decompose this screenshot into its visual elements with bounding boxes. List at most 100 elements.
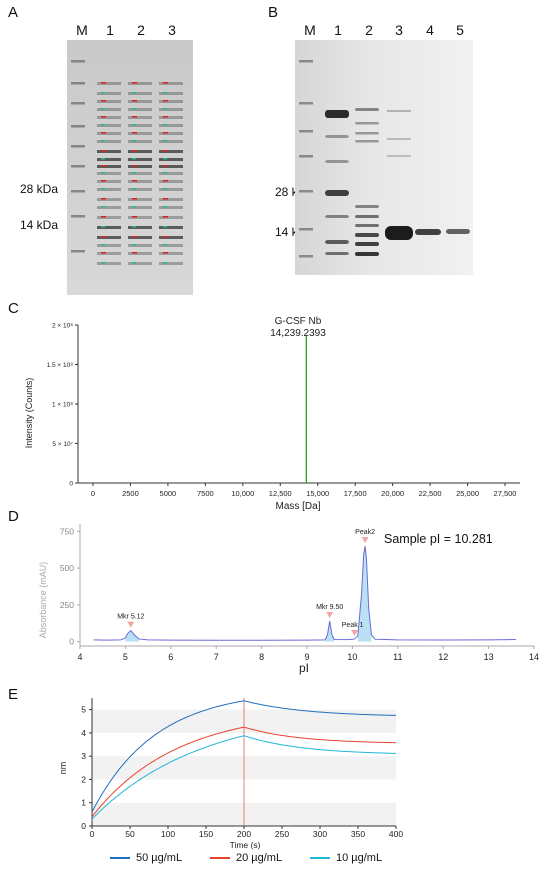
mass-spec-y-tick-label: 1 × 10⁸ (52, 402, 73, 409)
gel-b-lane2-band (355, 108, 379, 111)
cief-peak-fill (357, 546, 372, 642)
gel-a-band (128, 252, 152, 255)
gel-a-band (159, 158, 183, 161)
kinetics-y-tick-label: 4 (81, 728, 86, 738)
gel-b-lane2-band (355, 242, 379, 246)
gel-a-green-dot (163, 172, 167, 174)
gel-a-band (128, 226, 152, 229)
gel-a-red-dot (132, 100, 137, 102)
cief-peak-label: Peak 1 (342, 622, 364, 629)
mass-spec-x-tick-label: 22,500 (419, 489, 442, 498)
kinetics-x-tick-label: 150 (199, 829, 213, 839)
mass-spec-x-tick-label: 7500 (197, 489, 214, 498)
gel-a-band (97, 252, 121, 255)
gel-a-band (97, 100, 121, 103)
kinetics-x-tick-label: 0 (90, 829, 95, 839)
kinetics-y-axis-label: nm (58, 762, 68, 775)
cief-trace (93, 545, 516, 641)
cief-peak-marker (326, 612, 334, 619)
gel-a-band (97, 226, 121, 229)
cief-y-axis-label: Absorbance (mAU) (38, 562, 48, 639)
gel-a-band (128, 92, 152, 95)
kinetics-x-tick-label: 350 (351, 829, 365, 839)
kinetics-chart: 0 50 100 150 200 250 300 350 400 0 1 2 3 4 5 nm Time (… (58, 698, 403, 850)
gel-a-panel: M 1 2 3 28 kDa 14 kDa (0, 0, 270, 300)
mass-spec-y-tick-label: 1.5 × 10⁸ (47, 362, 74, 369)
gel-b-lane-1: 1 (334, 22, 342, 38)
gel-b-lane3-faint-band (387, 110, 411, 112)
gel-a-green-dot (132, 262, 136, 264)
gel-a-red-dot (163, 180, 168, 182)
legend-label-10: 10 µg/mL (336, 852, 383, 864)
gel-a-red-dot (132, 198, 137, 200)
gel-b-lane2-band (355, 233, 379, 237)
gel-b-marker-band (299, 102, 313, 105)
panel-label-b: B (268, 4, 279, 21)
gel-a-green-dot (101, 262, 105, 264)
gel-a-red-dot (101, 82, 106, 84)
panel-label-a: A (8, 4, 19, 21)
gel-a-band (128, 206, 152, 209)
cief-peak-label: Mkr 5.12 (117, 614, 144, 621)
gel-a-band (97, 124, 121, 127)
gel-b-lane2-band (355, 224, 379, 227)
gel-a-red-dot (163, 252, 168, 254)
gel-a-band (97, 244, 121, 247)
gel-b-lane2-band (355, 215, 379, 218)
legend-item-20: 20 µg/mL (210, 852, 282, 864)
gel-a-red-dot (163, 236, 168, 238)
gel-a-green-dot (132, 140, 136, 142)
gel-a-band (128, 132, 152, 135)
gel-a-green-dot (101, 244, 105, 246)
gel-a-red-dot (101, 252, 106, 254)
gel-a-green-dot (101, 206, 105, 208)
gel-a-band (128, 172, 152, 175)
gel-a-red-dot (163, 165, 168, 167)
cief-y-tick-label: 250 (60, 600, 74, 610)
gel-a-red-dot (132, 150, 137, 152)
gel-a-band (159, 198, 183, 201)
gel-a-band (159, 165, 183, 168)
gel-a-red-dot (163, 100, 168, 102)
gel-a-red-dot (101, 236, 106, 238)
cief-peak-marker (351, 629, 359, 636)
gel-a-band (97, 150, 121, 153)
gel-a-green-dot (101, 158, 105, 160)
mass-spec-x-axis-label: Mass [Da] (275, 501, 320, 512)
gel-a-green-dot (132, 92, 136, 94)
kinetics-x-tick-label: 100 (161, 829, 175, 839)
gel-a-band (97, 158, 121, 161)
gel-b-lane-2: 2 (365, 22, 373, 38)
mass-spec-x-tick-label: 2500 (122, 489, 139, 498)
gel-a-green-dot (163, 108, 167, 110)
gel-a-marker-band (71, 190, 85, 193)
kinetics-y-tick-label: 2 (81, 774, 86, 784)
gel-a-green-dot (101, 124, 105, 126)
mass-spec-peak-label-name: G-CSF Nb (275, 316, 322, 327)
gel-b-lane-m: M (304, 22, 316, 38)
gel-b-lane2-band (355, 205, 379, 208)
gel-a-red-dot (101, 132, 106, 134)
panel-label-c: C (8, 300, 19, 317)
kinetics-x-tick-label: 300 (313, 829, 327, 839)
gel-a-band (159, 252, 183, 255)
gel-a-band (97, 108, 121, 111)
kinetics-x-tick-label: 200 (237, 829, 251, 839)
gel-a-band (128, 124, 152, 127)
cief-peak-fill (125, 630, 140, 642)
gel-b-lane3-faint-band (387, 138, 411, 140)
mass-spec-x-tick-label: 0 (91, 489, 95, 498)
gel-b-panel: M 1 2 3 4 5 28 kDa 14 kDa (265, 0, 550, 300)
gel-a-band (159, 172, 183, 175)
gel-a-green-dot (101, 108, 105, 110)
gel-a-band (159, 82, 183, 85)
mass-spec-y-axis-label: Intensity (Counts) (24, 378, 34, 449)
gel-a-red-dot (101, 198, 106, 200)
gel-b-marker-band (299, 155, 313, 158)
gel-a-band (97, 165, 121, 168)
cief-x-tick-label: 6 (168, 652, 173, 662)
panel-label-d: D (8, 508, 19, 525)
mass-spec-x-tick-label: 10,000 (231, 489, 254, 498)
mass-spec-x-tick-label: 25,000 (456, 489, 479, 498)
gel-b-lane2-band (355, 140, 379, 143)
